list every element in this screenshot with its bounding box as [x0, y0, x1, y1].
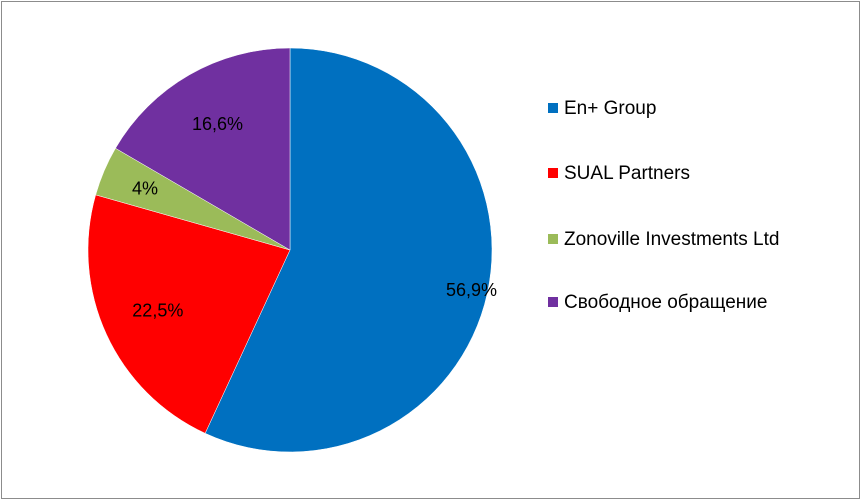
data-label-free-float: 16,6%: [192, 114, 243, 134]
legend-item-en-group: En+ Group: [548, 96, 824, 121]
legend-item-zonoville: Zonoville Investments Ltd: [548, 227, 824, 252]
data-label-sual-partners: 22,5%: [132, 301, 183, 321]
data-label-zonoville: 4%: [132, 178, 158, 198]
data-label-en-group: 56,9%: [446, 280, 497, 300]
legend-swatch-en-group: [548, 103, 558, 113]
pie-slice-en-group: [204, 47, 493, 453]
legend-label-en-group: En+ Group: [564, 98, 657, 119]
legend-label-sual-partners: SUAL Partners: [564, 163, 691, 184]
pie-slice-free-float: [115, 47, 291, 251]
legend-swatch-sual-partners: [548, 168, 558, 178]
legend-item-free-float: Свободное обращение: [548, 290, 824, 315]
pie-slice-sual-partners: [87, 194, 291, 434]
legend-item-sual-partners: SUAL Partners: [548, 161, 824, 186]
legend-swatch-zonoville: [548, 234, 558, 244]
legend-swatch-free-float: [548, 297, 558, 307]
legend-label-free-float: Свободное обращение: [564, 292, 768, 313]
legend-label-zonoville: Zonoville Investments Ltd: [564, 229, 780, 250]
